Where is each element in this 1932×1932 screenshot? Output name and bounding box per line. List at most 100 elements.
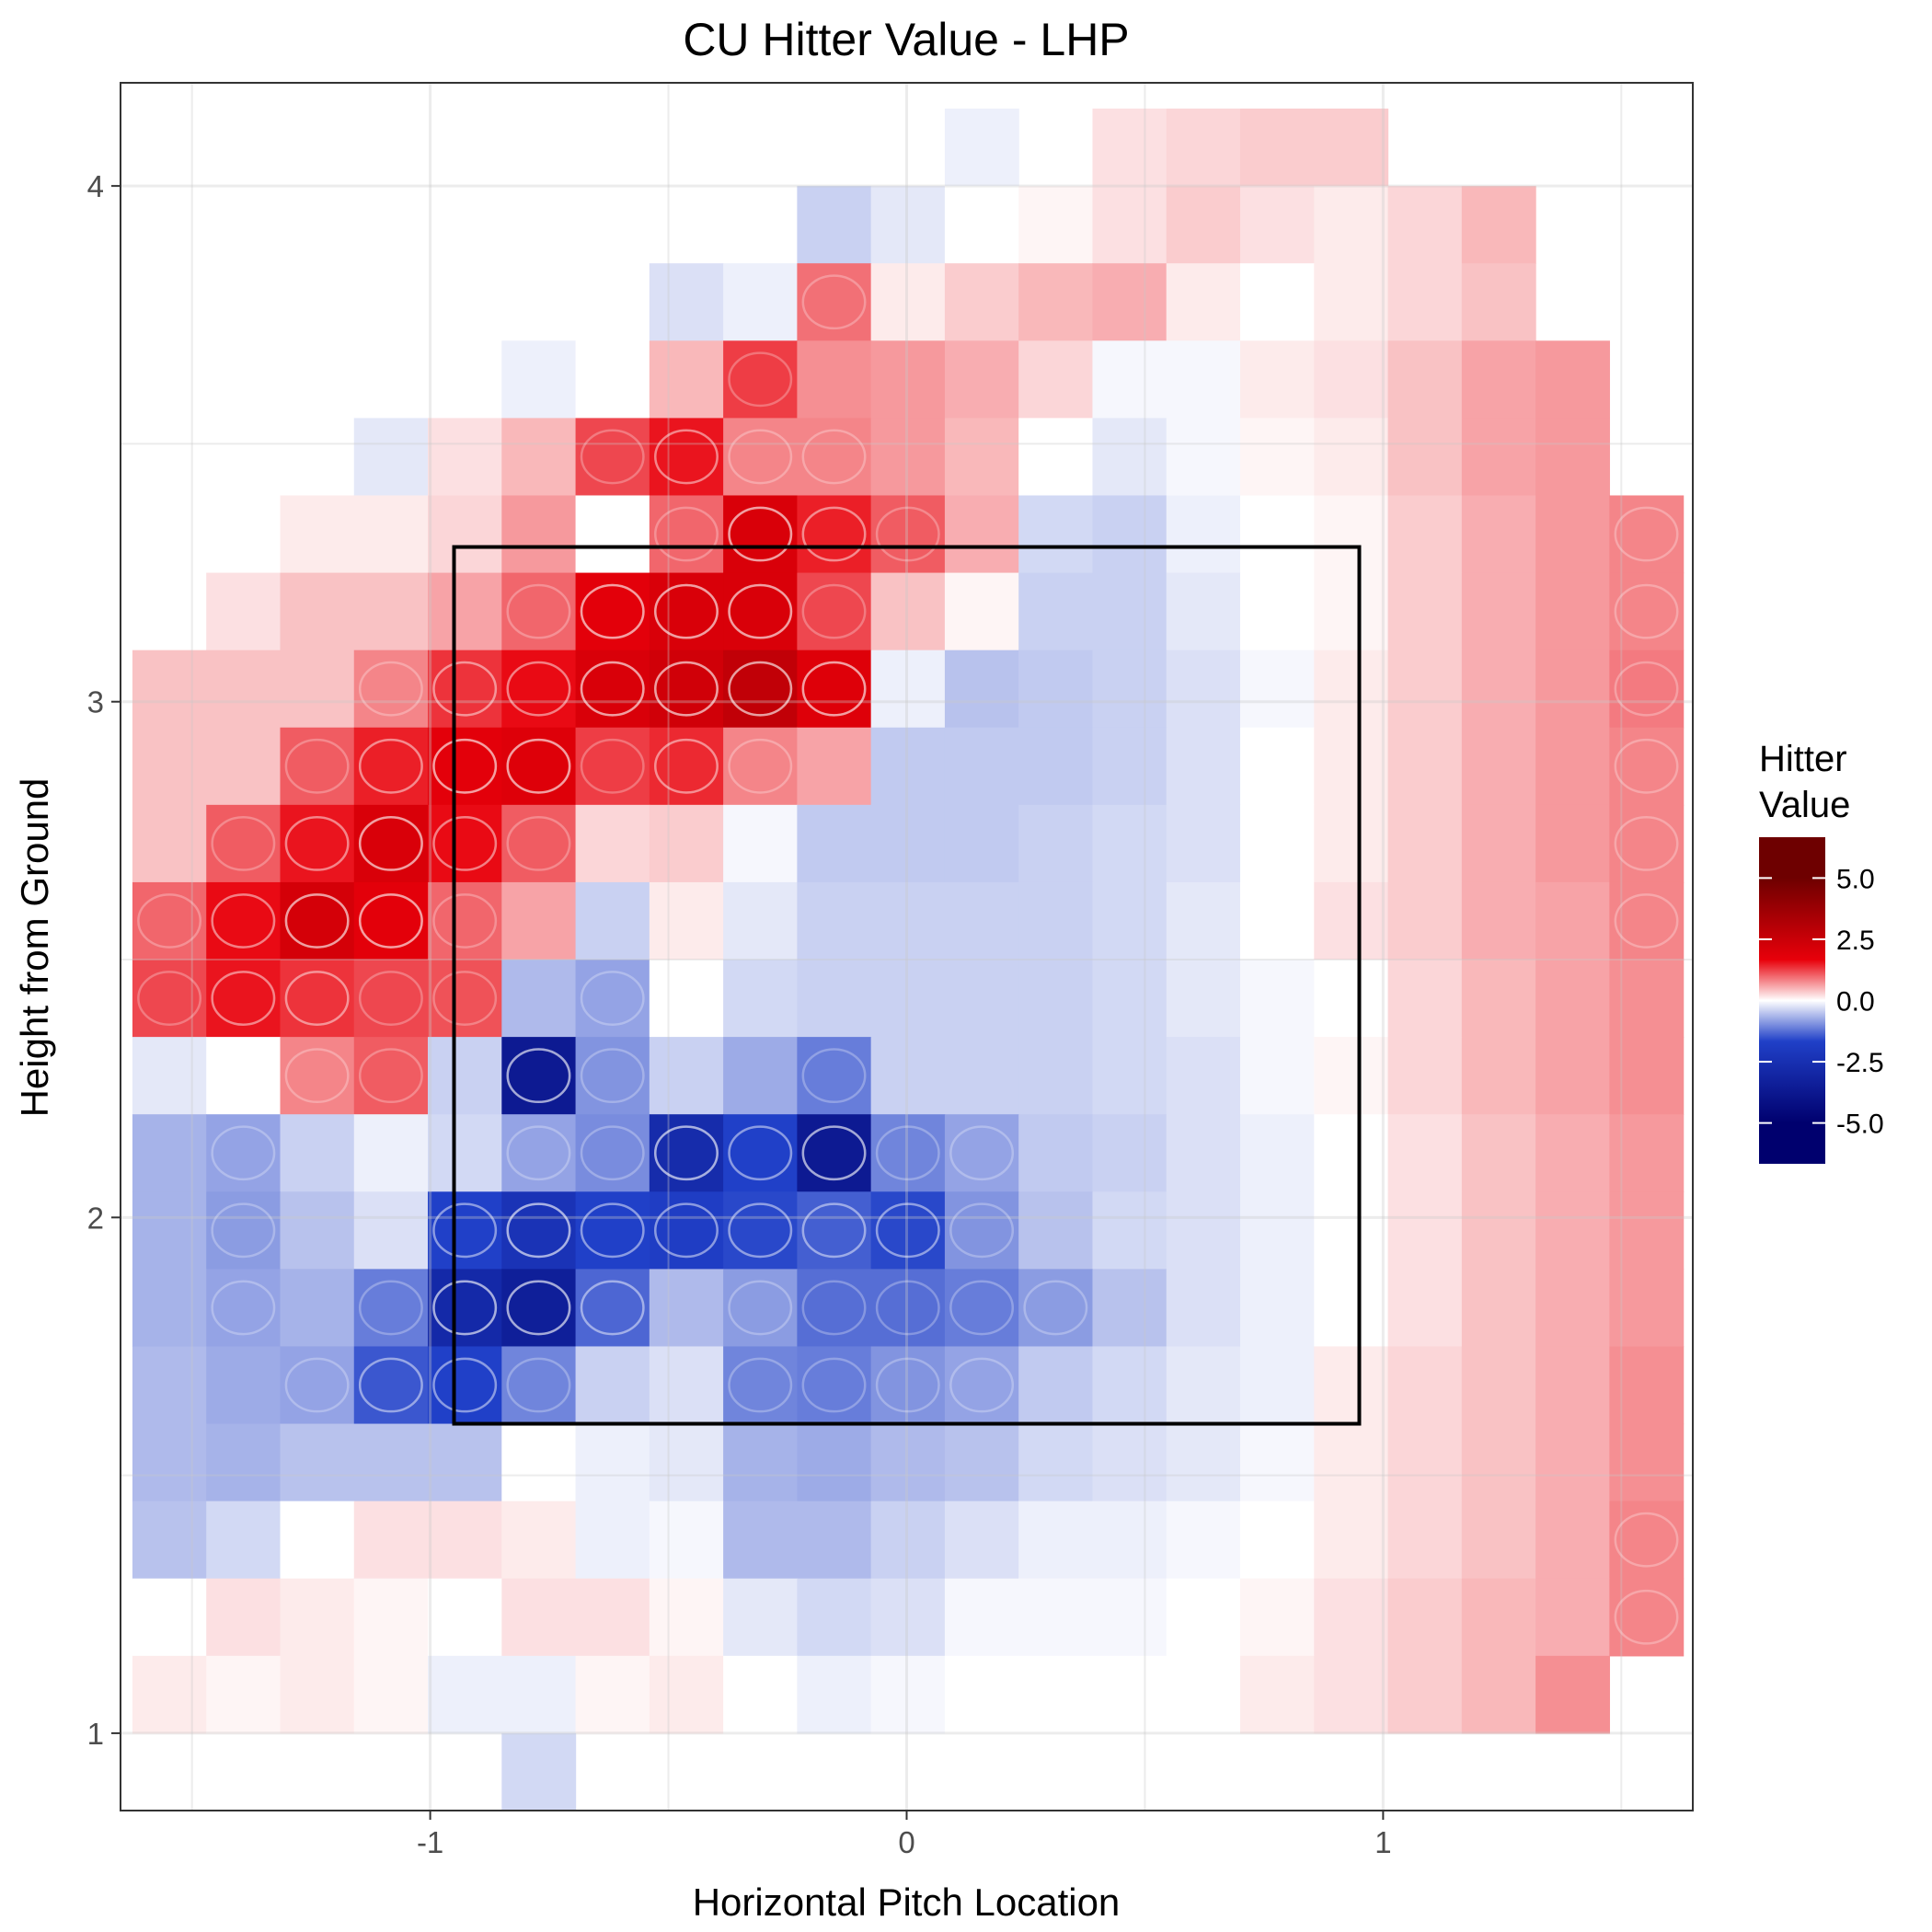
heatmap-cell	[353, 1655, 429, 1734]
heatmap-cell	[1166, 418, 1241, 497]
heatmap-cell	[1166, 1037, 1241, 1115]
heatmap-cells	[132, 109, 1685, 1811]
heatmap-cell	[1018, 1191, 1094, 1270]
contour-line	[284, 893, 350, 949]
heatmap-cell	[1314, 1114, 1389, 1192]
contour-line	[728, 1357, 793, 1413]
contour-line	[506, 1048, 571, 1104]
contour-line	[728, 1202, 793, 1259]
contour-line	[654, 1202, 719, 1259]
heatmap-cell	[353, 572, 429, 651]
heatmap-cell	[1387, 804, 1463, 883]
heatmap-cell	[723, 572, 798, 651]
heatmap-cell	[1240, 960, 1315, 1038]
x-tick-label: 1	[1374, 1825, 1391, 1859]
contour-line	[801, 1202, 867, 1259]
heatmap-cell	[1240, 881, 1315, 960]
heatmap-cell	[132, 804, 207, 883]
contour-line	[358, 893, 423, 949]
contour-line	[580, 1202, 645, 1259]
legend-tick-label: -5.0	[1836, 1110, 1884, 1140]
contour-line	[1023, 1280, 1088, 1336]
heatmap-cell	[280, 1655, 355, 1734]
heatmap-cell	[1092, 1191, 1167, 1270]
heatmap-cell	[1092, 1423, 1167, 1502]
heatmap-cell	[1461, 727, 1536, 806]
heatmap-cell	[1018, 1423, 1094, 1502]
heatmap-cell	[649, 1423, 724, 1502]
heatmap-cell	[649, 1501, 724, 1580]
heatmap-cell	[723, 1578, 798, 1657]
y-axis-title: Height from Ground	[13, 778, 56, 1118]
heatmap-cell	[723, 1501, 798, 1580]
heatmap-cell	[649, 1578, 724, 1657]
contour-line	[801, 1125, 867, 1181]
heatmap-cell	[1609, 1578, 1685, 1657]
heatmap-cell	[1461, 960, 1536, 1038]
heatmap-cell	[1387, 727, 1463, 806]
heatmap-cell	[1461, 881, 1536, 960]
contour-line	[432, 815, 498, 871]
contour-line	[801, 429, 867, 485]
heatmap-cell	[1387, 1346, 1463, 1425]
heatmap-cell	[1166, 727, 1241, 806]
contour-line	[506, 1280, 571, 1336]
heatmap-cell	[1314, 572, 1389, 651]
contour-line	[728, 738, 793, 794]
contour-line	[432, 893, 498, 949]
contour-line	[284, 738, 350, 794]
legend-title-line-2: Value	[1759, 785, 1850, 825]
contour-line	[506, 1280, 571, 1336]
contour-line	[506, 583, 571, 639]
contour-line	[949, 1125, 1015, 1181]
contour-line	[654, 583, 719, 639]
contour-line	[801, 1202, 867, 1259]
heatmap-cell	[132, 1269, 207, 1348]
heatmap-cell	[870, 1423, 946, 1502]
contour-line	[654, 738, 719, 794]
heatmap-cell	[428, 1578, 502, 1657]
heatmap-cell	[1535, 960, 1610, 1038]
contour-line	[875, 1202, 940, 1259]
contour-line	[801, 583, 867, 639]
contour-line	[728, 661, 793, 717]
heatmap-cell	[1018, 1114, 1094, 1192]
contour-line	[432, 738, 498, 794]
contour-line	[506, 1125, 571, 1181]
heatmap-cell	[797, 186, 872, 264]
heatmap-cell	[1018, 340, 1094, 419]
heatmap-cell	[649, 881, 724, 960]
heatmap-cell	[723, 1655, 798, 1734]
contour-line	[506, 661, 571, 717]
heatmap-cell	[501, 881, 577, 960]
heatmap-cell	[870, 1578, 946, 1657]
heatmap-cell	[1240, 340, 1315, 419]
heatmap-cell	[797, 1269, 872, 1348]
heatmap-cell	[575, 1578, 650, 1657]
contour-line	[949, 1280, 1015, 1336]
heatmap-cell	[944, 1423, 1019, 1502]
contour-line	[432, 1202, 498, 1259]
contour-line	[284, 1357, 350, 1413]
heatmap-cell	[649, 572, 724, 651]
heatmap-cell	[1240, 263, 1315, 341]
heatmap-cell	[1314, 1346, 1389, 1425]
heatmap-cell	[1535, 650, 1610, 729]
heatmap-cell	[1314, 1423, 1389, 1502]
y-tick-label: 4	[87, 169, 104, 203]
contour-line	[728, 506, 793, 562]
heatmap-cell	[1461, 1346, 1536, 1425]
heatmap-cell	[944, 109, 1019, 187]
heatmap-cell	[1535, 1269, 1610, 1348]
contour-line	[211, 1202, 276, 1259]
heatmap-cell	[428, 960, 502, 1038]
heatmap-cell	[501, 1346, 577, 1425]
contour-line	[506, 1202, 571, 1259]
heatmap-cell	[501, 1732, 577, 1811]
heatmap-cell	[1092, 109, 1167, 187]
contour-line	[358, 815, 423, 871]
heatmap-cell	[1387, 650, 1463, 729]
heatmap-cell	[1535, 495, 1610, 574]
heatmap-cell	[797, 1501, 872, 1580]
heatmap-cell	[1018, 1269, 1094, 1348]
